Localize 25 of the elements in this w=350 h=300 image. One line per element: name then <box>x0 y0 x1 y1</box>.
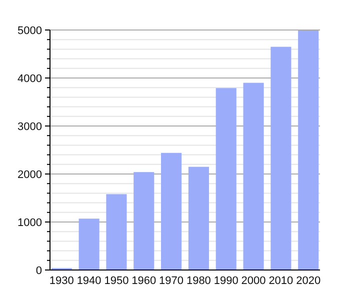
bar <box>298 30 319 270</box>
y-tick-label: 4000 <box>18 72 42 85</box>
x-tick-label: 1950 <box>104 275 129 287</box>
x-tick-label: 1930 <box>49 275 74 287</box>
bar <box>243 82 264 270</box>
y-tick-label: 1000 <box>18 216 42 229</box>
bar <box>78 218 100 270</box>
bar <box>216 88 236 270</box>
x-tick-label: 1970 <box>159 275 184 287</box>
bar <box>270 46 292 270</box>
y-tick-label: 3000 <box>18 120 42 133</box>
y-tick-label: 0 <box>36 264 42 277</box>
x-tick-label: 2010 <box>268 275 294 287</box>
x-tick-label: 1960 <box>132 275 156 287</box>
x-tick-label: 2020 <box>296 275 321 287</box>
x-tick-label: 2000 <box>241 275 266 287</box>
x-tick-label: 1940 <box>76 275 102 287</box>
y-tick-label: 5000 <box>18 24 42 37</box>
bar <box>161 152 182 270</box>
bar <box>188 166 209 270</box>
x-tick-label: 1980 <box>186 275 211 287</box>
bar <box>106 194 127 270</box>
x-tick-label: 1990 <box>214 275 238 287</box>
y-tick-label: 2000 <box>18 168 42 181</box>
bar <box>134 172 154 270</box>
